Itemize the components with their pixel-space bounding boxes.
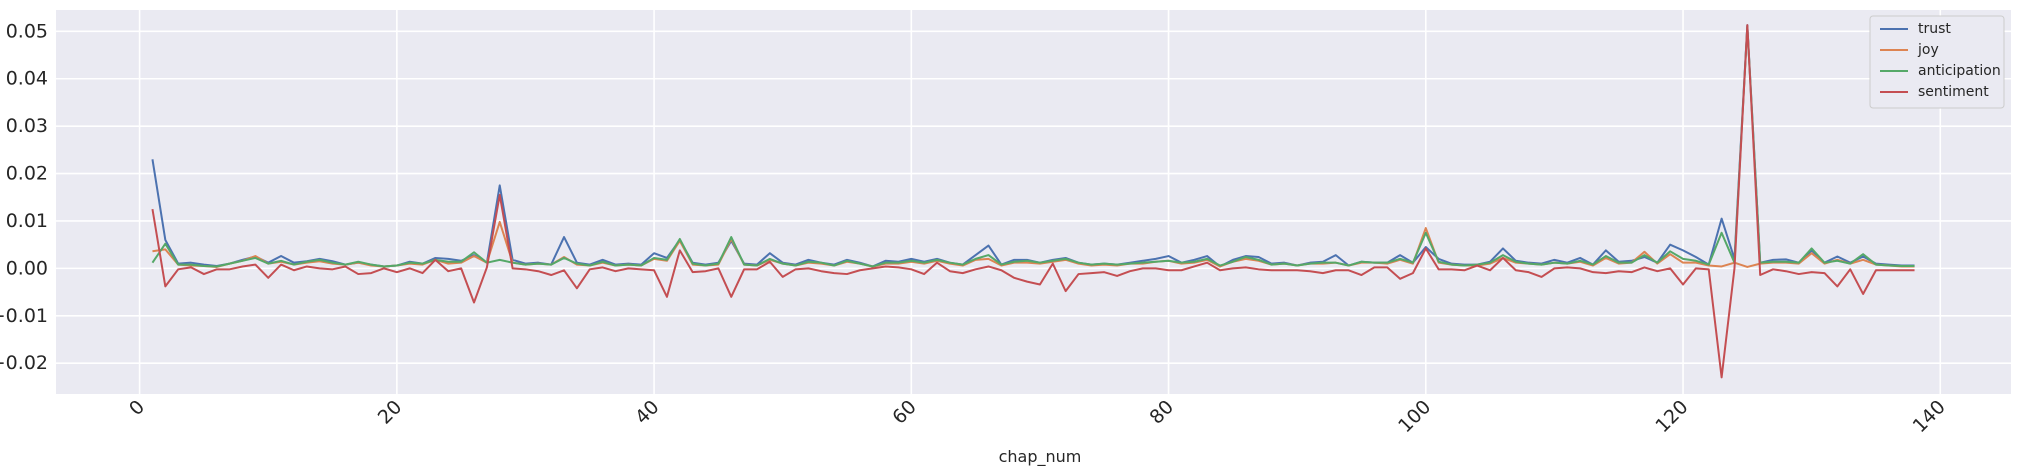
legend-items: trust joy anticipation sentiment — [1880, 21, 2001, 100]
x-tick-label: 140 — [1909, 396, 1950, 437]
x-gridlines — [138, 10, 1942, 394]
x-axis-label: chap_num — [999, 447, 1082, 467]
series-lines — [151, 24, 1915, 379]
y-tick-label: 0.00 — [6, 257, 48, 279]
x-tick-labels: 0 20 40 60 80 100 120 140 — [125, 396, 1950, 437]
legend-label-anticipation: anticipation — [1918, 63, 2001, 79]
legend-label-joy: joy — [1917, 42, 1939, 58]
series-line-anticipation — [151, 25, 1915, 268]
x-tick-label: 100 — [1394, 396, 1435, 437]
series-line-sentiment — [151, 24, 1915, 379]
y-tick-label: 0.01 — [6, 210, 48, 232]
legend: trust joy anticipation sentiment — [1869, 15, 2005, 109]
y-tick-label: 0.02 — [6, 163, 48, 185]
x-tick-label: 60 — [888, 396, 921, 429]
y-tick-label: 0.03 — [6, 115, 48, 137]
y-tick-label: −0.01 — [0, 305, 48, 327]
y-tick-label: −0.02 — [0, 352, 48, 374]
legend-label-sentiment: sentiment — [1918, 84, 1989, 100]
y-tick-label: 0.05 — [6, 20, 48, 42]
y-tick-label: 0.04 — [6, 68, 48, 90]
x-tick-label: 80 — [1145, 396, 1178, 429]
plot-background — [56, 10, 2011, 394]
legend-box — [1869, 15, 2005, 109]
legend-label-trust: trust — [1918, 21, 1951, 37]
x-tick-label: 20 — [374, 396, 407, 429]
x-tick-label: 0 — [125, 396, 149, 420]
x-tick-label: 40 — [631, 396, 664, 429]
x-tick-label: 120 — [1651, 396, 1692, 437]
y-tick-labels: −0.02 −0.01 0.00 0.01 0.02 0.03 0.04 0.05 — [0, 20, 48, 374]
